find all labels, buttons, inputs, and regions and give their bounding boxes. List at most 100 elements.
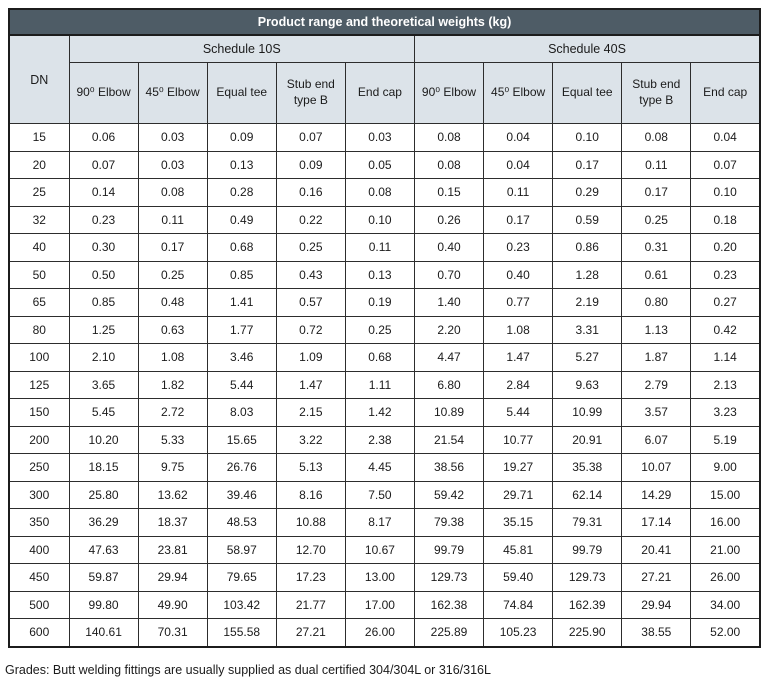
weight-cell: 1.87 <box>621 343 692 372</box>
weight-cell: 0.70 <box>413 260 485 289</box>
table-row: 15 0.06 0.03 0.09 0.07 0.03 0.08 0.04 0.10 0.08 0.… <box>8 123 761 152</box>
weight-cell: 2.72 <box>137 398 208 427</box>
weight-cell: 0.42 <box>690 315 761 344</box>
table-row: 125 3.65 1.82 5.44 1.47 1.11 6.80 2.84 9.63 2.79 2… <box>8 370 761 399</box>
weight-cell: 5.19 <box>690 425 761 454</box>
dn-cell: 20 <box>8 150 70 179</box>
schedule-10s-header: Schedule 10S <box>68 34 415 63</box>
table-row: 80 1.25 0.63 1.77 0.72 0.25 2.20 1.08 3.31 1.13 0.… <box>8 315 761 344</box>
weight-cell: 20.91 <box>552 425 623 454</box>
weight-cell: 15.00 <box>690 480 761 509</box>
weight-cell: 225.90 <box>552 618 623 647</box>
weight-cell: 0.72 <box>275 315 346 344</box>
table-row: 500 99.80 49.90 103.42 21.77 17.00 162.38 74.84… <box>8 590 761 619</box>
weight-cell: 0.16 <box>275 178 346 207</box>
dn-cell: 350 <box>8 508 70 537</box>
weight-cell: 39.46 <box>206 480 277 509</box>
weight-cell: 2.38 <box>344 425 415 454</box>
dn-cell: 25 <box>8 178 70 207</box>
weight-cell: 99.80 <box>68 590 139 619</box>
weight-cell: 1.41 <box>206 288 277 317</box>
weight-cell: 29.71 <box>483 480 554 509</box>
weight-cell: 0.59 <box>552 205 623 234</box>
weight-cell: 1.09 <box>275 343 346 372</box>
weight-cell: 0.03 <box>137 150 208 179</box>
weight-cell: 0.22 <box>275 205 346 234</box>
weight-cell: 0.77 <box>483 288 554 317</box>
weight-cell: 0.09 <box>275 150 346 179</box>
weight-cell: 0.11 <box>483 178 554 207</box>
weight-cell: 29.94 <box>621 590 692 619</box>
weight-cell: 1.47 <box>483 343 554 372</box>
weight-cell: 1.14 <box>690 343 761 372</box>
weight-cell: 0.11 <box>137 205 208 234</box>
weight-cell: 5.27 <box>552 343 623 372</box>
weight-cell: 6.80 <box>413 370 485 399</box>
table-row: 600 140.61 70.31 155.58 27.21 26.00 225.89 105.… <box>8 618 761 647</box>
weight-cell: 4.45 <box>344 453 415 482</box>
weight-cell: 0.07 <box>275 123 346 152</box>
weight-cell: 0.18 <box>690 205 761 234</box>
weight-cell: 1.40 <box>413 288 485 317</box>
weight-cell: 38.56 <box>413 453 485 482</box>
col-header-40s-45-elbow: 45⁰ Elbow <box>483 62 554 124</box>
table-row: 200 10.20 5.33 15.65 3.22 2.38 21.54 10.77 20.91… <box>8 425 761 454</box>
weight-cell: 0.08 <box>621 123 692 152</box>
dn-cell: 40 <box>8 233 70 262</box>
weight-cell: 21.00 <box>690 535 761 564</box>
weight-cell: 26.76 <box>206 453 277 482</box>
weight-cell: 3.65 <box>68 370 139 399</box>
weight-cell: 0.68 <box>344 343 415 372</box>
weight-cell: 2.79 <box>621 370 692 399</box>
weight-cell: 0.11 <box>621 150 692 179</box>
weight-cell: 1.08 <box>137 343 208 372</box>
weight-cell: 8.03 <box>206 398 277 427</box>
weight-cell: 0.30 <box>68 233 139 262</box>
weight-cell: 0.23 <box>483 233 554 262</box>
col-header-40s-equal-tee: Equal tee <box>552 62 623 124</box>
weight-cell: 0.40 <box>413 233 485 262</box>
weight-cell: 9.63 <box>552 370 623 399</box>
weight-cell: 0.31 <box>621 233 692 262</box>
weight-cell: 8.17 <box>344 508 415 537</box>
weight-cell: 79.65 <box>206 563 277 592</box>
weight-cell: 0.20 <box>690 233 761 262</box>
weight-cell: 0.08 <box>137 178 208 207</box>
weight-cell: 225.89 <box>413 618 485 647</box>
column-header-row: 90⁰ Elbow 45⁰ Elbow Equal tee Stub end t… <box>9 62 761 124</box>
weight-cell: 21.77 <box>275 590 346 619</box>
weight-cell: 23.81 <box>137 535 208 564</box>
weight-cell: 99.79 <box>413 535 485 564</box>
weight-cell: 0.63 <box>137 315 208 344</box>
dn-cell: 125 <box>8 370 70 399</box>
table-body: 15 0.06 0.03 0.09 0.07 0.03 0.08 0.04 0.10 0.08 0.… <box>8 123 761 647</box>
weight-cell: 0.85 <box>68 288 139 317</box>
col-header-40s-stub-end: Stub end type B <box>621 62 692 124</box>
weight-cell: 17.23 <box>275 563 346 592</box>
weight-cell: 1.47 <box>275 370 346 399</box>
weight-cell: 27.21 <box>275 618 346 647</box>
weight-cell: 0.40 <box>483 260 554 289</box>
weight-cell: 52.00 <box>690 618 761 647</box>
weight-cell: 0.25 <box>344 315 415 344</box>
dn-cell: 500 <box>8 590 70 619</box>
dn-cell: 150 <box>8 398 70 427</box>
weight-cell: 1.77 <box>206 315 277 344</box>
weight-cell: 0.86 <box>552 233 623 262</box>
dn-cell: 450 <box>8 563 70 592</box>
table-row: 350 36.29 18.37 48.53 10.88 8.17 79.38 35.15 79.… <box>8 508 761 537</box>
weight-cell: 10.88 <box>275 508 346 537</box>
weight-cell: 59.87 <box>68 563 139 592</box>
schedule-40s-header: Schedule 40S <box>413 34 761 63</box>
weight-cell: 2.19 <box>552 288 623 317</box>
weight-cell: 9.00 <box>690 453 761 482</box>
weight-cell: 99.79 <box>552 535 623 564</box>
weight-cell: 0.10 <box>690 178 761 207</box>
weight-cell: 70.31 <box>137 618 208 647</box>
weight-cell: 0.03 <box>137 123 208 152</box>
table-row: 20 0.07 0.03 0.13 0.09 0.05 0.08 0.04 0.17 0.11 0.… <box>8 150 761 179</box>
dn-cell: 50 <box>8 260 70 289</box>
weight-cell: 5.44 <box>483 398 554 427</box>
weight-cell: 2.84 <box>483 370 554 399</box>
weight-cell: 35.38 <box>552 453 623 482</box>
